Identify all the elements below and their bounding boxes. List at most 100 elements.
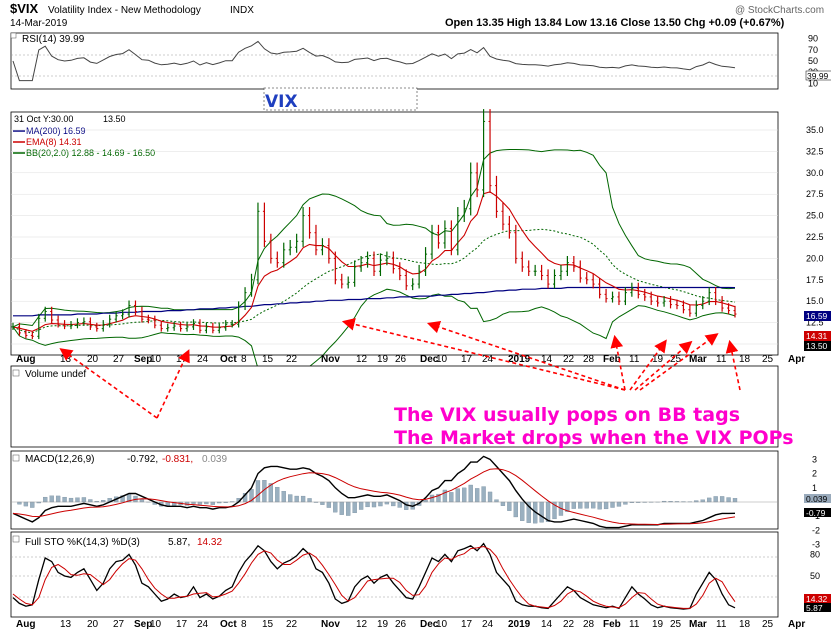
macd-panel-toggle[interactable]: [12, 454, 20, 462]
macd-histogram-bar: [732, 498, 738, 503]
macd-tick-label: -2: [812, 525, 820, 535]
annotation-arrow: [634, 340, 693, 391]
bb-upper-line: [12, 149, 736, 328]
date-axis-label: 19: [652, 619, 664, 630]
macd-histogram-bar: [455, 488, 460, 503]
date-axis-label: 22: [286, 619, 298, 630]
macd-histogram-bar: [584, 501, 589, 509]
sto-tick-label: 50: [810, 571, 820, 581]
macd-histogram-bar: [468, 484, 473, 503]
date-axis-label: 25: [762, 354, 774, 365]
annotation-arrow: [426, 321, 626, 391]
macd-histogram-bar: [487, 491, 493, 503]
price-grid: [11, 129, 778, 345]
macd-histogram-bar: [255, 480, 261, 503]
date-axis-label: Feb: [603, 354, 621, 365]
macd-histogram-bar: [713, 496, 718, 503]
price-bars: [11, 109, 737, 340]
symbol-name: Volatility Index - New Methodology: [48, 5, 201, 16]
date-axis-label: 22: [286, 354, 298, 365]
macd-histogram-bar: [326, 501, 332, 508]
chart-date: 14-Mar-2019: [10, 18, 68, 29]
macd-histogram-bar: [384, 501, 390, 505]
macd-histogram-bar: [597, 501, 602, 510]
date-axis-label: 2019: [508, 619, 531, 630]
macd-hist-badge-text: 0.039: [806, 494, 828, 504]
legend-bb: BB(20,2.0) 12.88 - 14.69 - 16.50: [26, 148, 155, 158]
macd-histogram-bar: [23, 501, 29, 507]
date-axis-label: 22: [563, 619, 575, 630]
macd-histogram-bar: [68, 497, 74, 503]
sto-panel-toggle[interactable]: [12, 535, 20, 543]
macd-histogram-bar: [275, 486, 280, 503]
sto-k-badge: [804, 603, 831, 612]
price-panel: [10, 111, 779, 356]
date-axis-label: 25: [762, 619, 774, 630]
ma200-badge: [804, 311, 831, 321]
date-axis-label: 2019: [508, 354, 531, 365]
price-tick-label: 12.5: [806, 318, 824, 328]
macd-histogram-bar: [494, 499, 499, 503]
annotation-arrow: [156, 349, 190, 419]
macd-badge-text: -0.79: [806, 508, 826, 518]
price-tick-label: 35.0: [806, 125, 824, 135]
macd-histogram-bar: [88, 499, 93, 503]
macd-badge: [804, 508, 831, 517]
date-axis-label: 27: [113, 354, 125, 365]
macd-histogram-bar: [339, 501, 344, 515]
date-axis-label: 25: [670, 619, 682, 630]
vix-title: VIX: [265, 92, 298, 112]
price-legend: MA(200) 16.59 EMA(8) 14.31 BB(20,2.0) 12…: [13, 126, 155, 158]
sto-d-badge: [804, 594, 831, 603]
date-axis-label: 22: [563, 354, 575, 365]
macd-histogram-bar: [578, 501, 583, 509]
date-axis-label: Nov: [321, 354, 340, 365]
annotation-arrow: [629, 339, 667, 391]
macd-histogram-bar: [17, 501, 22, 505]
rsi-tick-label: 10: [808, 78, 818, 88]
macd-histogram-bar: [320, 501, 325, 505]
date-axis-label: 19: [377, 619, 389, 630]
macd-signal-line: [12, 468, 736, 526]
price-tick-label: 22.5: [806, 232, 824, 242]
date-axis-label: 26: [395, 354, 407, 365]
ema-badge: [804, 331, 831, 341]
price-tick-label: 15.0: [806, 296, 824, 306]
macd-histogram-bar: [423, 500, 428, 503]
macd-histogram-bar: [603, 501, 609, 510]
date-axis-label: 11: [629, 354, 640, 365]
macd-histogram-bar: [371, 501, 377, 508]
legend-ema: EMA(8) 14.31: [26, 137, 82, 147]
annotation-arrow: [59, 348, 158, 419]
macd-label: MACD(12,26,9): [25, 454, 94, 465]
macd-hist-badge: [804, 494, 831, 503]
macd-histogram-bar: [101, 500, 106, 503]
price-tick-label: 17.5: [806, 275, 824, 285]
macd-histogram-bar: [539, 501, 544, 523]
date-axis-label: 28: [583, 619, 595, 630]
price-tick-label: 32.5: [806, 146, 824, 156]
date-axis-label: 13: [60, 619, 72, 630]
macd-histogram-bar: [210, 501, 215, 505]
sto-value-1: 5.87,: [168, 537, 190, 548]
macd-histogram-bar: [49, 495, 54, 503]
rsi-panel-toggle[interactable]: [10, 32, 17, 39]
macd-histogram-bar: [378, 501, 383, 507]
date-axis-label: 26: [395, 619, 407, 630]
volume-panel-toggle[interactable]: [12, 369, 20, 377]
macd-histogram-bar: [30, 501, 35, 508]
bb-lower-line: [12, 288, 736, 376]
date-axis-label: 12: [356, 354, 368, 365]
macd-histogram-bar: [358, 501, 364, 510]
annotation-arrow: [639, 333, 719, 391]
close-badge: [804, 341, 831, 351]
date-axis-label: 24: [482, 354, 494, 365]
macd-histogram-bar: [346, 501, 351, 516]
rsi-tick-label: 90: [808, 34, 818, 44]
macd-histogram-bar: [507, 501, 512, 511]
macd-histogram-bar: [300, 495, 306, 503]
macd-histogram-bar: [591, 501, 596, 509]
date-axis-label: 10: [436, 619, 448, 630]
macd-histogram-bar: [281, 491, 286, 503]
